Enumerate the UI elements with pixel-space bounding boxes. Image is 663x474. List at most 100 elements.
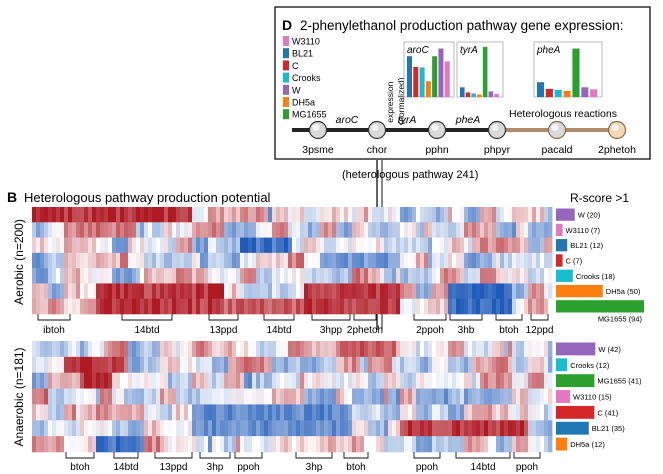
heatmap-cell [388, 436, 393, 453]
rscore-bar-label: W (20) [578, 211, 601, 220]
heatmap-cell [352, 207, 357, 223]
heatmap-cell [108, 222, 113, 238]
heatmap-cell [520, 388, 525, 405]
expression-bar-tyrA-c [465, 92, 471, 97]
heatmap-cell [208, 268, 213, 284]
heatmap-cell [48, 341, 53, 358]
heatmap-cell [144, 222, 149, 238]
heatmap-cell [404, 207, 409, 223]
heatmap-cell [248, 372, 253, 389]
gene-label-pheA: pheA [536, 45, 561, 56]
heatmap-cell [336, 436, 341, 453]
heatmap-cell [376, 298, 381, 315]
heatmap-cell [404, 298, 409, 315]
heatmap-cell [488, 388, 493, 405]
heatmap-cell [528, 341, 533, 358]
heatmap-cell [264, 388, 269, 405]
heatmap-cell [84, 388, 89, 405]
heatmap-cell [64, 436, 69, 453]
heatmap-cell [312, 372, 317, 389]
heatmap-cell [96, 237, 101, 254]
expression-bar-aroC-c [413, 66, 419, 97]
heatmap-cell [400, 404, 405, 421]
heatmap-cell [492, 436, 497, 453]
heatmap-cell [536, 388, 541, 405]
heatmap-cell [432, 388, 437, 405]
heatmap-cell [72, 388, 77, 405]
legend-label-w: W [292, 85, 301, 95]
rscore-bar-label: MG1655 (94) [598, 315, 643, 324]
cluster-bracket [449, 314, 483, 321]
heatmap-cell [52, 388, 57, 405]
heatmap-cell [396, 436, 401, 453]
heatmap-cell [240, 237, 245, 254]
heatmap-cell [412, 341, 417, 358]
aerobic-heatmap [32, 207, 553, 315]
heatmap-cell [244, 268, 249, 284]
heatmap-cell [132, 356, 137, 374]
expression-axis-line-2: (normalized) [396, 77, 406, 124]
heatmap-cell [264, 252, 269, 269]
heatmap-cell [536, 237, 541, 254]
heatmap-cell [164, 298, 169, 315]
heatmap-cell [364, 283, 369, 300]
heatmap-cell [508, 356, 513, 374]
heatmap-cell [436, 237, 441, 254]
heatmap-cell [208, 298, 213, 315]
heatmap-cell [64, 252, 69, 269]
heatmap-cell [156, 252, 161, 269]
heatmap-cell [356, 252, 361, 269]
cluster-bracket [113, 452, 139, 459]
heatmap-cell [212, 298, 217, 315]
heatmap-cell [216, 420, 221, 437]
heatmap-cell [168, 283, 173, 300]
heatmap-cell [36, 372, 41, 389]
heatmap-cell [528, 298, 533, 315]
heatmap-cell [224, 404, 229, 421]
heatmap-cell [508, 222, 513, 238]
heatmap-cell [420, 356, 425, 374]
heatmap-cell [332, 372, 337, 389]
heatmap-cell [484, 420, 489, 437]
heatmap-cell [180, 372, 185, 389]
heatmap-cell [196, 341, 201, 358]
heatmap-cell [384, 283, 389, 300]
heatmap-cell [544, 420, 549, 437]
heatmap-cell [156, 237, 161, 254]
heatmap-cell [504, 283, 509, 300]
legend-swatch [283, 97, 289, 107]
heatmap-cell [464, 388, 469, 405]
heatmap-cell [196, 237, 201, 254]
cluster-label: btoh [70, 462, 89, 473]
heatmap-cell [444, 298, 449, 315]
heatmap-cell [300, 207, 305, 223]
heatmap-cell [408, 222, 413, 238]
heatmap-cell [372, 252, 377, 269]
heatmap-cell [420, 420, 425, 437]
heatmap-cell [520, 436, 525, 453]
heatmap-cell [396, 237, 401, 254]
cluster-bracket [413, 314, 447, 321]
heatmap-cell [376, 356, 381, 374]
heatmap-cell [464, 372, 469, 389]
heatmap-cell [468, 283, 473, 300]
heatmap-cell [328, 420, 333, 437]
rscore-bar-label: MG1655 (41) [597, 377, 642, 386]
heatmap-cell [308, 388, 313, 405]
heatmap-cell [272, 268, 277, 284]
heatmap-cell [360, 222, 365, 238]
heatmap-cell [128, 356, 133, 374]
heatmap-cell [304, 237, 309, 254]
heatmap-cell [276, 268, 281, 284]
heatmap-cell [388, 237, 393, 254]
heatmap-cell [288, 207, 293, 223]
heatmap-cell [376, 341, 381, 358]
heatmap-cell [332, 207, 337, 223]
rscore-bar [556, 239, 568, 252]
expression-chart-pheA: pheA [533, 41, 603, 98]
heatmap-cell [156, 388, 161, 405]
heatmap-cell [52, 222, 57, 238]
heatmap-cell [240, 372, 245, 389]
heatmap-cell [212, 372, 217, 389]
heatmap-cell [436, 298, 441, 315]
